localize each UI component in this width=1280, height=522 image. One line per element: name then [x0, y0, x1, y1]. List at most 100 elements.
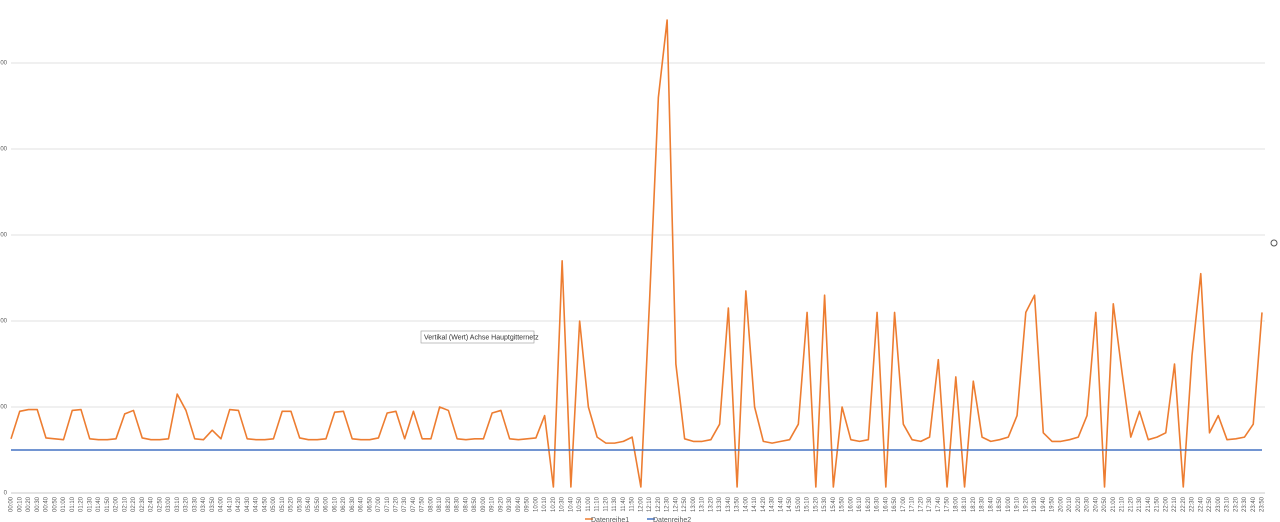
x-tick-label: 06:10	[332, 496, 338, 512]
x-tick-label: 04:10	[227, 496, 233, 512]
x-tick-label: 08:00	[428, 496, 434, 512]
x-tick-label: 08:10	[437, 496, 443, 512]
x-tick-label: 17:40	[936, 496, 942, 512]
x-tick-label: 09:50	[525, 496, 531, 512]
x-tick-label: 04:00	[219, 496, 225, 512]
x-tick-label: 03:30	[192, 496, 198, 512]
x-tick-label: 15:00	[796, 496, 802, 512]
x-tick-label: 21:20	[1128, 496, 1134, 512]
resize-handle[interactable]	[1270, 239, 1278, 247]
x-tick-label: 02:10	[122, 496, 128, 512]
x-tick-label: 04:50	[262, 496, 268, 512]
x-tick-label: 06:00	[324, 496, 330, 512]
x-tick-label: 17:30	[927, 496, 933, 512]
x-tick-label: 07:20	[394, 496, 400, 512]
x-tick-label: 17:50	[945, 496, 951, 512]
x-tick-label: 02:00	[114, 496, 120, 512]
x-tick-label: 15:50	[840, 496, 846, 512]
x-tick-label: 21:10	[1120, 496, 1126, 512]
x-tick-label: 10:40	[568, 496, 574, 512]
x-tick-label: 09:10	[490, 496, 496, 512]
x-tick-label: 20:50	[1102, 496, 1108, 512]
x-tick-label: 20:10	[1067, 496, 1073, 512]
x-tick-label: 16:50	[892, 496, 898, 512]
x-tick-label: 13:40	[726, 496, 732, 512]
x-tick-label: 03:40	[201, 496, 207, 512]
x-tick-label: 22:40	[1198, 496, 1204, 512]
x-tick-label: 13:10	[700, 496, 706, 512]
x-tick-label: 00:20	[26, 496, 32, 512]
x-tick-label: 03:10	[175, 496, 181, 512]
x-tick-label: 08:40	[463, 496, 469, 512]
x-tick-label: 12:00	[638, 496, 644, 512]
x-tick-label: 12:20	[656, 496, 662, 512]
x-tick-label: 16:30	[875, 496, 881, 512]
x-tick-label: 08:50	[472, 496, 478, 512]
x-tick-label: 19:50	[1050, 496, 1056, 512]
x-tick-label: 23:10	[1225, 496, 1231, 512]
x-tick-label: 15:40	[831, 496, 837, 512]
x-tick-label: 07:40	[411, 496, 417, 512]
x-tick-label: 09:20	[498, 496, 504, 512]
x-tick-label: 06:50	[367, 496, 373, 512]
x-tick-label: 12:40	[673, 496, 679, 512]
x-tick-label: 02:20	[131, 496, 137, 512]
x-tick-label: 20:30	[1085, 496, 1091, 512]
x-tick-label: 22:10	[1172, 496, 1178, 512]
x-tick-label: 02:50	[157, 496, 163, 512]
x-tick-label: 06:20	[341, 496, 347, 512]
x-tick-label: 03:20	[184, 496, 190, 512]
x-tick-label: 22:50	[1207, 496, 1213, 512]
x-tick-label: 01:20	[79, 496, 85, 512]
x-tick-label: 16:00	[848, 496, 854, 512]
x-tick-label: 09:00	[481, 496, 487, 512]
x-tick-label: 12:10	[647, 496, 653, 512]
x-tick-label: 07:50	[420, 496, 426, 512]
legend-label: Datenreihe1	[591, 517, 629, 522]
x-tick-label: 22:00	[1163, 496, 1169, 512]
x-tick-label: 19:00	[1006, 496, 1012, 512]
x-tick-label: 17:10	[910, 496, 916, 512]
x-tick-label: 01:00	[61, 496, 67, 512]
x-tick-label: 05:20	[289, 496, 295, 512]
x-tick-label: 07:00	[376, 496, 382, 512]
x-tick-label: 21:40	[1146, 496, 1152, 512]
x-tick-label: 02:30	[140, 496, 146, 512]
x-tick-label: 23:30	[1242, 496, 1248, 512]
x-tick-label: 18:30	[980, 496, 986, 512]
x-tick-label: 10:00	[533, 496, 539, 512]
x-tick-label: 19:10	[1015, 496, 1021, 512]
x-tick-label: 21:50	[1155, 496, 1161, 512]
x-tick-label: 00:40	[44, 496, 50, 512]
x-tick-label: 16:40	[883, 496, 889, 512]
x-tick-label: 10:20	[551, 496, 557, 512]
x-tick-label: 15:10	[805, 496, 811, 512]
x-tick-label: 01:40	[96, 496, 102, 512]
x-tick-label: 09:30	[507, 496, 513, 512]
y-tick-label: 00	[0, 61, 7, 67]
x-tick-label: 13:30	[717, 496, 723, 512]
x-tick-label: 02:40	[149, 496, 155, 512]
y-tick-label: 00	[0, 147, 7, 153]
x-tick-label: 23:20	[1233, 496, 1239, 512]
legend-label: Datenreihe2	[653, 517, 691, 522]
x-tick-label: 21:00	[1111, 496, 1117, 512]
x-tick-label: 13:20	[708, 496, 714, 512]
x-tick-label: 20:40	[1093, 496, 1099, 512]
x-tick-label: 16:20	[866, 496, 872, 512]
x-tick-label: 17:00	[901, 496, 907, 512]
x-tick-label: 18:10	[962, 496, 968, 512]
x-tick-label: 18:20	[971, 496, 977, 512]
x-tick-label: 10:50	[577, 496, 583, 512]
x-tick-label: 13:00	[691, 496, 697, 512]
x-tick-label: 01:10	[70, 496, 76, 512]
x-tick-label: 05:30	[297, 496, 303, 512]
x-tick-label: 15:30	[822, 496, 828, 512]
x-tick-label: 07:10	[385, 496, 391, 512]
y-tick-label: 0	[4, 491, 8, 497]
x-tick-label: 05:40	[306, 496, 312, 512]
x-tick-label: 05:00	[271, 496, 277, 512]
x-tick-label: 11:10	[595, 496, 601, 511]
x-tick-label: 23:50	[1260, 496, 1266, 512]
x-tick-label: 18:40	[988, 496, 994, 512]
